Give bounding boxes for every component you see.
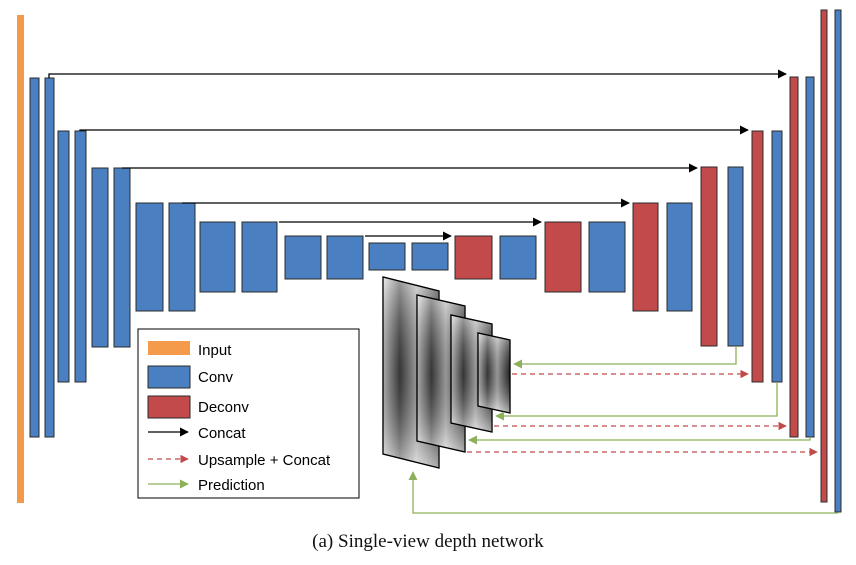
network-diagram: Input Conv Deconv Concat Upsample + Conc… bbox=[17, 9, 842, 514]
conv-block bbox=[411, 242, 449, 271]
conv-block bbox=[368, 242, 406, 271]
conv-block bbox=[727, 166, 744, 347]
conv-block bbox=[29, 77, 40, 438]
conv-block bbox=[834, 9, 842, 513]
decoder-blocks bbox=[454, 9, 842, 513]
legend-label-deconv: Deconv bbox=[198, 399, 249, 416]
deconv-block bbox=[751, 130, 764, 383]
conv-block bbox=[499, 235, 537, 280]
conv-block bbox=[588, 221, 626, 293]
conv-block bbox=[168, 202, 196, 312]
prediction-arrow bbox=[495, 382, 778, 421]
prediction-arrow bbox=[408, 471, 839, 514]
legend-label-input: Input bbox=[198, 342, 232, 359]
legend-swatch-input bbox=[148, 341, 190, 355]
conv-block bbox=[666, 202, 693, 312]
conv-block bbox=[199, 221, 236, 293]
conv-block bbox=[74, 130, 87, 383]
encoder-blocks bbox=[29, 77, 449, 438]
prediction-arrow bbox=[468, 435, 811, 445]
input-bar bbox=[17, 15, 24, 503]
depth-map bbox=[477, 332, 511, 414]
conv-block bbox=[91, 167, 109, 348]
legend-label-conv: Conv bbox=[198, 369, 234, 386]
conv-block bbox=[805, 76, 815, 438]
conv-block bbox=[241, 221, 278, 293]
legend-label-concat: Concat bbox=[198, 425, 246, 442]
prediction-arrow bbox=[513, 346, 737, 369]
conv-block bbox=[135, 202, 164, 312]
concat-arrows bbox=[48, 69, 787, 241]
conv-block bbox=[44, 77, 55, 438]
legend-label-upsample: Upsample + Concat bbox=[198, 452, 331, 469]
deconv-block bbox=[700, 166, 718, 347]
conv-block bbox=[113, 167, 131, 348]
prediction-arrows bbox=[408, 346, 839, 514]
conv-block bbox=[57, 130, 70, 383]
legend: Input Conv Deconv Concat Upsample + Conc… bbox=[137, 328, 360, 499]
legend-swatch-deconv bbox=[147, 395, 191, 419]
conv-block bbox=[326, 235, 364, 280]
concat-arrow bbox=[48, 69, 787, 79]
deconv-block bbox=[789, 76, 799, 438]
upsample-arrows bbox=[467, 369, 818, 457]
deconv-block bbox=[454, 235, 493, 280]
legend-label-prediction: Prediction bbox=[198, 477, 265, 494]
deconv-block bbox=[544, 221, 582, 293]
depth-prediction-maps bbox=[382, 276, 511, 469]
legend-swatch-conv bbox=[147, 365, 191, 389]
figure-caption: (a) Single-view depth network bbox=[312, 531, 544, 552]
concat-arrow bbox=[79, 125, 749, 135]
conv-block bbox=[284, 235, 322, 280]
conv-block bbox=[771, 130, 783, 383]
deconv-block bbox=[632, 202, 659, 312]
deconv-block bbox=[820, 9, 828, 503]
